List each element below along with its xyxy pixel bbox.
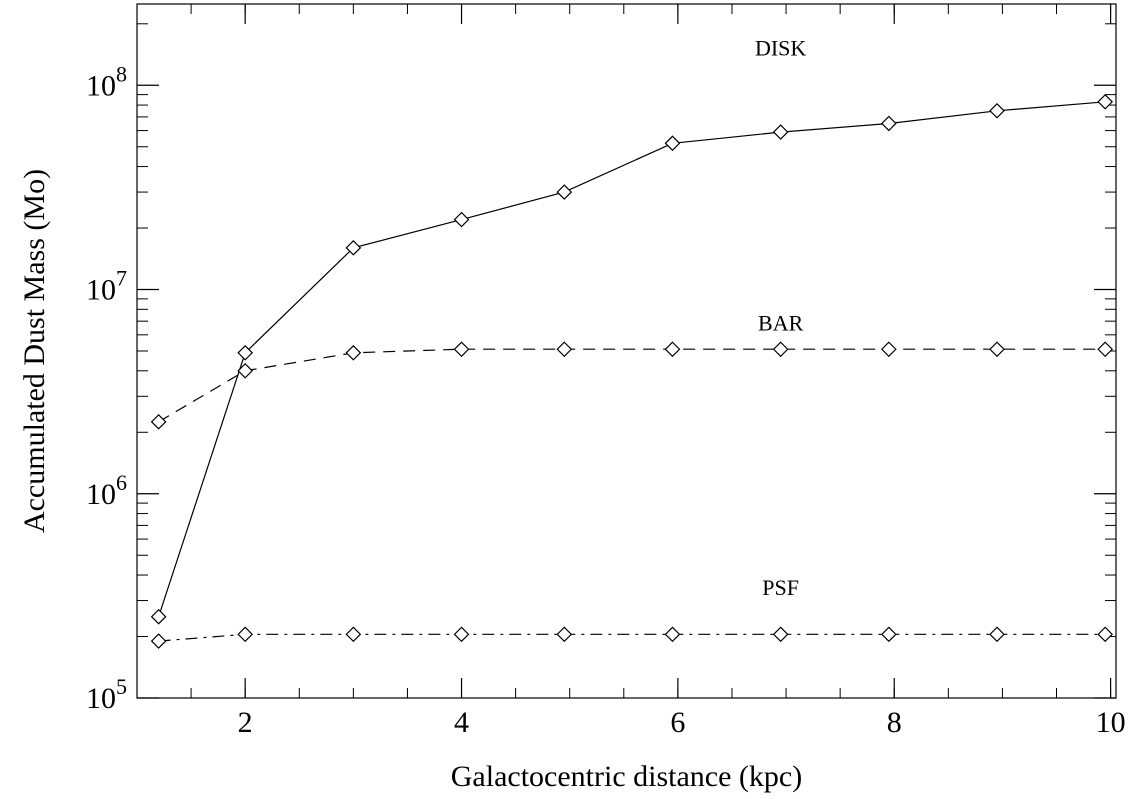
- y-tick-label: 106: [86, 470, 127, 511]
- data-point: [880, 115, 897, 132]
- series-line-disk: [158, 101, 1106, 617]
- series-line-psf: [158, 633, 1106, 642]
- series-bar: BAR: [150, 311, 1114, 430]
- y-axis-title: Accumulated Dust Mass (Mo): [18, 169, 51, 533]
- x-tick-label: 10: [1096, 706, 1126, 739]
- data-point: [237, 344, 254, 361]
- data-point: [989, 102, 1005, 119]
- data-point: [345, 344, 362, 361]
- series-label: BAR: [758, 311, 804, 336]
- data-point: [237, 626, 254, 643]
- data-point: [453, 626, 470, 643]
- data-point: [772, 626, 789, 643]
- data-point: [772, 124, 789, 140]
- data-point: [150, 633, 167, 649]
- x-tick-label: 2: [238, 706, 253, 739]
- data-point: [453, 211, 470, 228]
- data-point: [772, 341, 789, 358]
- x-tick-labels: 2 4 6 8 10: [238, 706, 1126, 739]
- y-tick-label: 108: [86, 61, 127, 102]
- data-point: [556, 341, 573, 358]
- data-point: [345, 239, 362, 256]
- data-point: [989, 341, 1005, 358]
- data-point: [664, 341, 681, 358]
- data-point: [150, 608, 167, 625]
- series-psf: PSF: [150, 575, 1114, 649]
- y-tick-label: 105: [86, 674, 127, 715]
- data-point: [664, 626, 681, 643]
- data-point: [237, 362, 254, 379]
- plot-frame: [136, 3, 1117, 699]
- data-point: [556, 626, 573, 643]
- data-point: [880, 626, 897, 643]
- data-point: [1097, 626, 1114, 643]
- x-tick-label: 6: [670, 706, 685, 739]
- data-point: [1097, 341, 1114, 358]
- minor-ticks: [136, 4, 1116, 698]
- data-point: [150, 413, 167, 430]
- series-label: PSF: [762, 575, 799, 600]
- data-point: [345, 626, 362, 643]
- series-label: DISK: [755, 35, 806, 60]
- series-layer: DISK BAR PSF: [150, 35, 1114, 649]
- data-point: [1097, 93, 1114, 110]
- y-tick-label: 107: [86, 266, 127, 307]
- data-point: [880, 341, 897, 358]
- x-tick-label: 8: [887, 706, 902, 739]
- data-point: [453, 341, 470, 358]
- data-point: [556, 184, 573, 200]
- x-tick-label: 4: [454, 706, 469, 739]
- y-tick-labels: 105 106 107 108: [86, 61, 127, 715]
- data-point: [664, 135, 681, 152]
- series-disk: DISK: [150, 35, 1114, 625]
- x-axis-title: Galactocentric distance (kpc): [451, 760, 802, 793]
- series-line-bar: [158, 348, 1106, 423]
- major-ticks: [137, 4, 1116, 699]
- data-point: [989, 626, 1005, 643]
